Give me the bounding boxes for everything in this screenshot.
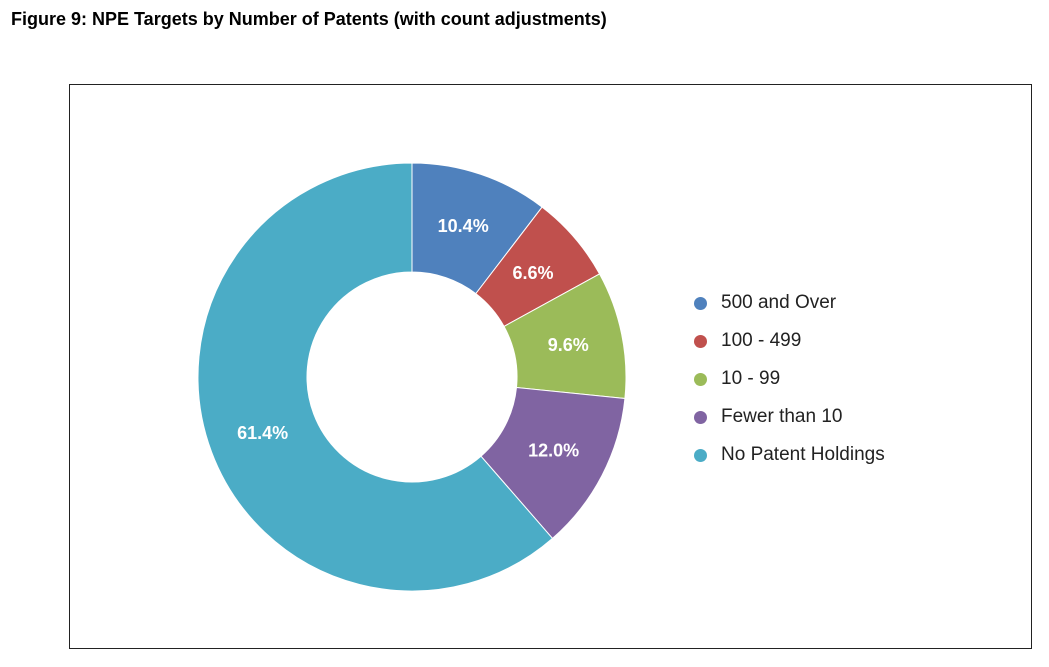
legend-item-100-499: 100 - 499 xyxy=(694,322,885,360)
legend-swatch xyxy=(694,296,707,310)
legend-item-fewer-than-10: Fewer than 10 xyxy=(694,398,885,436)
legend: 500 and Over 100 - 499 10 - 99 Fewer tha… xyxy=(694,284,885,474)
legend-swatch xyxy=(694,372,707,386)
legend-swatch xyxy=(694,410,707,424)
legend-swatch xyxy=(694,448,707,462)
data-label-500-and-over: 10.4% xyxy=(438,216,489,236)
donut-chart: 10.4% 6.6% 9.6% 12.0% 61.4% xyxy=(197,162,627,592)
legend-item-10-99: 10 - 99 xyxy=(694,360,885,398)
legend-label: No Patent Holdings xyxy=(721,444,885,465)
legend-label: 500 and Over xyxy=(721,292,837,313)
legend-label: 10 - 99 xyxy=(721,368,781,389)
legend-swatch xyxy=(694,334,707,348)
data-label-fewer-than-10: 12.0% xyxy=(528,440,579,460)
legend-label: Fewer than 10 xyxy=(721,406,843,427)
figure-title: Figure 9: NPE Targets by Number of Paten… xyxy=(11,9,607,29)
legend-item-500-and-over: 500 and Over xyxy=(694,284,885,322)
chart-frame: 10.4% 6.6% 9.6% 12.0% 61.4% 500 and Over 100… xyxy=(69,84,1032,649)
data-label-10-99: 9.6% xyxy=(548,335,589,355)
legend-label: 100 - 499 xyxy=(721,330,802,351)
data-label-100-499: 6.6% xyxy=(512,263,553,283)
donut-slice-no-patent-holdings xyxy=(197,162,554,592)
legend-item-no-patent-holdings: No Patent Holdings xyxy=(694,436,885,474)
data-label-no-patent-holdings: 61.4% xyxy=(237,423,288,443)
